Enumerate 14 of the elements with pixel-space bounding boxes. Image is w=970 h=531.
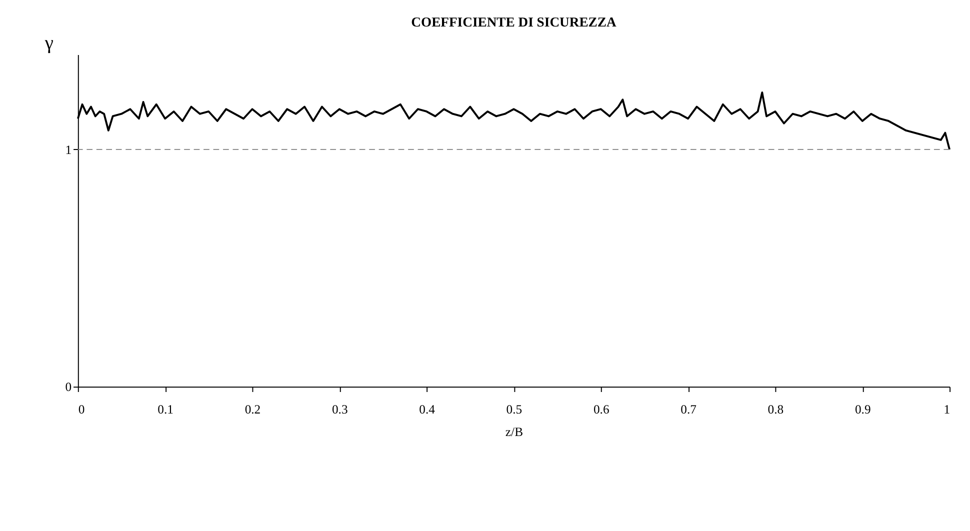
x-tick-label: 0.5: [506, 402, 522, 416]
y-axis-title: γ: [44, 33, 54, 54]
x-tick-label: 0.4: [419, 402, 436, 416]
x-tick-label: 0.2: [244, 402, 261, 416]
x-axis-title: z/B: [505, 424, 524, 439]
x-tick-label: 1: [944, 402, 950, 416]
x-tick-label: 0.9: [854, 402, 871, 416]
x-tick-label: 0: [78, 402, 85, 416]
x-tick-label: 0.6: [593, 402, 610, 416]
x-tick-label: 0.8: [768, 402, 784, 416]
x-tick-label: 0.7: [680, 402, 696, 416]
chart-title: COEFFICIENTE DI SICUREZZA: [411, 14, 616, 30]
x-tick-label: 0.1: [158, 402, 174, 416]
x-tick-label: 0.3: [332, 402, 348, 416]
